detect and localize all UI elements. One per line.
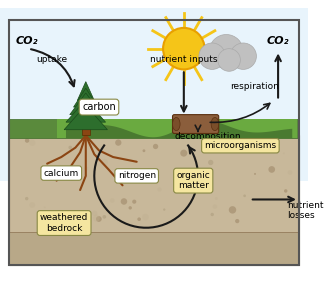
Text: CO₂: CO₂: [267, 36, 289, 46]
Circle shape: [121, 198, 127, 205]
Polygon shape: [70, 93, 102, 115]
Circle shape: [208, 160, 214, 165]
Circle shape: [230, 43, 256, 69]
Circle shape: [84, 166, 88, 171]
Ellipse shape: [173, 117, 180, 131]
Circle shape: [283, 152, 285, 154]
Polygon shape: [64, 105, 108, 130]
Circle shape: [29, 140, 35, 146]
Circle shape: [284, 189, 287, 193]
Text: calcium: calcium: [43, 169, 79, 177]
Circle shape: [68, 146, 72, 149]
Circle shape: [25, 197, 28, 200]
Circle shape: [80, 211, 84, 215]
Circle shape: [213, 204, 217, 209]
Circle shape: [110, 198, 114, 203]
Circle shape: [254, 173, 256, 175]
FancyBboxPatch shape: [173, 115, 219, 134]
Text: nutrient inputs: nutrient inputs: [150, 55, 217, 65]
Circle shape: [226, 140, 233, 147]
Circle shape: [229, 206, 236, 214]
Text: organic
matter: organic matter: [176, 171, 210, 190]
Polygon shape: [66, 100, 106, 122]
Circle shape: [92, 211, 97, 216]
Circle shape: [102, 215, 106, 219]
Circle shape: [180, 150, 187, 157]
Text: microorganisms: microorganisms: [204, 141, 276, 150]
FancyBboxPatch shape: [57, 119, 297, 138]
Circle shape: [68, 173, 76, 181]
Circle shape: [268, 166, 275, 173]
Text: carbon: carbon: [82, 102, 116, 112]
Circle shape: [101, 159, 108, 166]
Text: decomposition: decomposition: [174, 132, 241, 141]
Circle shape: [215, 197, 218, 200]
Circle shape: [137, 217, 141, 221]
Circle shape: [153, 144, 158, 149]
Text: weathered
bedrock: weathered bedrock: [40, 213, 88, 233]
Text: CO₂: CO₂: [15, 36, 38, 46]
Circle shape: [129, 206, 132, 210]
Ellipse shape: [211, 117, 219, 131]
Text: nutrient
losses: nutrient losses: [287, 201, 324, 220]
Circle shape: [132, 200, 136, 204]
Circle shape: [115, 140, 121, 146]
Circle shape: [44, 206, 46, 208]
Circle shape: [218, 49, 240, 71]
Circle shape: [142, 214, 149, 220]
Circle shape: [143, 149, 146, 152]
Circle shape: [235, 219, 239, 223]
FancyBboxPatch shape: [0, 8, 308, 181]
FancyBboxPatch shape: [82, 115, 90, 135]
Text: nitrogen: nitrogen: [118, 171, 156, 180]
Circle shape: [288, 170, 292, 175]
Text: respiration: respiration: [230, 82, 279, 91]
Polygon shape: [74, 88, 98, 107]
Circle shape: [157, 187, 162, 192]
Circle shape: [199, 43, 225, 69]
Circle shape: [209, 35, 243, 68]
Polygon shape: [9, 135, 299, 265]
Polygon shape: [66, 120, 292, 138]
Circle shape: [93, 215, 100, 222]
Circle shape: [243, 194, 246, 197]
Circle shape: [29, 202, 35, 208]
Circle shape: [179, 187, 181, 189]
Polygon shape: [9, 119, 299, 138]
Circle shape: [163, 208, 165, 211]
Text: uptake: uptake: [36, 55, 67, 65]
Circle shape: [96, 216, 102, 222]
Circle shape: [163, 28, 205, 69]
Polygon shape: [9, 232, 299, 265]
Circle shape: [25, 138, 29, 143]
Circle shape: [211, 213, 214, 216]
Polygon shape: [77, 82, 94, 100]
